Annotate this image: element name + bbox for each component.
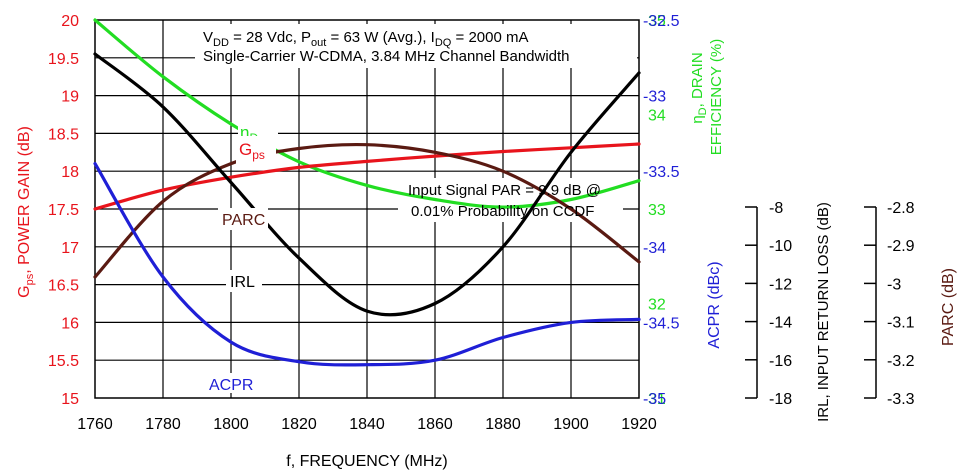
conditions-box bbox=[195, 24, 637, 68]
gps-axis-title: Gps, POWER GAIN (dB) bbox=[16, 126, 36, 298]
gps-axis-tick-labels: 15 15.5 16 16.5 17 17.5 18 18.5 19 19.5 20 bbox=[48, 13, 79, 408]
gps-tick-label: 15 bbox=[61, 391, 79, 408]
parc-tick-label: -2.8 bbox=[887, 200, 915, 217]
parc-axis-title: PARC (dB) bbox=[940, 268, 957, 346]
series-line-eff bbox=[93, 18, 641, 209]
gps-tick-label: 17.5 bbox=[48, 202, 79, 219]
eff-axis-title-line2: EFFICIENCY (%) bbox=[708, 39, 725, 155]
gps-tick-label: 16 bbox=[61, 315, 79, 332]
par-line1: Input Signal PAR = 9.9 dB @ bbox=[408, 182, 601, 199]
x-tick-label: 1820 bbox=[281, 416, 317, 433]
series-line-acpr bbox=[93, 162, 641, 367]
eff-tick-label: 31 bbox=[648, 391, 666, 408]
series-line-irl bbox=[93, 52, 641, 317]
gps-tick-label: 19 bbox=[61, 89, 79, 106]
series-line-parc bbox=[93, 142, 641, 279]
acpr-tick-label: -33 bbox=[643, 89, 666, 106]
gps-tick-label: 16.5 bbox=[48, 278, 79, 295]
eff-tick-label: 33 bbox=[648, 202, 666, 219]
parc-tick-label: -3 bbox=[887, 276, 901, 293]
series-label-gps: Gps bbox=[239, 140, 265, 162]
acpr-tick-label: -33.5 bbox=[643, 164, 680, 181]
x-tick-label: 1800 bbox=[213, 416, 249, 433]
irl-tick-label: -12 bbox=[769, 276, 792, 293]
eff-tick-label: 35 bbox=[648, 13, 666, 30]
x-tick-label: 1900 bbox=[553, 416, 589, 433]
gps-tick-label: 19.5 bbox=[48, 51, 79, 68]
right-axes-tick-labels: 31 32 33 34 35-32.5 -33 -33.5 -34 -34.5 -35 bbox=[643, 13, 680, 408]
x-tick-label: 1920 bbox=[621, 416, 657, 433]
extra-axes: -8 -10 -12 -14 -16 -18 -2.8 -2.9 -3 -3.1 -3.2 -3.3 bbox=[745, 200, 915, 408]
eff-tick-label: 32 bbox=[648, 297, 666, 314]
conditions-line2: Single-Carrier W-CDMA, 3.84 MHz Channel … bbox=[203, 48, 570, 65]
eff-axis-title-line1: ηD, DRAIN bbox=[689, 52, 709, 123]
gps-tick-label: 18.5 bbox=[48, 126, 79, 143]
par-line2: 0.01% Probability on CCDF bbox=[411, 203, 594, 220]
series-lines bbox=[93, 18, 641, 367]
acpr-tick-label: -34.5 bbox=[643, 315, 680, 332]
irl-tick-label: -18 bbox=[769, 391, 792, 408]
acpr-tick-label: -32.5 bbox=[643, 13, 680, 30]
parc-tick-label: -3.2 bbox=[887, 353, 915, 370]
gps-tick-label: 15.5 bbox=[48, 353, 79, 370]
x-axis-title: f, FREQUENCY (MHz) bbox=[286, 453, 447, 470]
acpr-axis-title: ACPR (dBc) bbox=[706, 261, 723, 348]
parc-tick-label: -2.9 bbox=[887, 238, 915, 255]
x-tick-label: 1840 bbox=[349, 416, 385, 433]
acpr-tick-label: -34 bbox=[643, 240, 666, 257]
x-tick-label: 1860 bbox=[417, 416, 453, 433]
irl-tick-label: -14 bbox=[769, 315, 792, 332]
conditions-line1: VDD = 28 Vdc, Pout = 63 W (Avg.), IDQ = … bbox=[203, 29, 529, 49]
irl-tick-label: -10 bbox=[769, 238, 792, 255]
parc-tick-label: -3.3 bbox=[887, 391, 915, 408]
x-tick-label: 1780 bbox=[145, 416, 181, 433]
x-tick-label: 1880 bbox=[485, 416, 521, 433]
series-label-irl: IRL bbox=[230, 274, 255, 291]
grid bbox=[95, 20, 639, 398]
gps-tick-label: 17 bbox=[61, 240, 79, 257]
irl-tick-label: -16 bbox=[769, 353, 792, 370]
irl-tick-label: -8 bbox=[769, 200, 783, 217]
irl-axis-title: IRL, INPUT RETURN LOSS (dB) bbox=[815, 202, 832, 422]
series-label-acpr: ACPR bbox=[209, 377, 253, 394]
x-tick-labels: 1760 1780 1800 1820 1840 1860 1880 1900 1920 bbox=[77, 416, 657, 433]
gps-tick-label: 18 bbox=[61, 164, 79, 181]
eff-tick-label: 34 bbox=[648, 108, 666, 125]
acpr-tick-label: -35 bbox=[643, 391, 666, 408]
x-tick-label: 1760 bbox=[77, 416, 113, 433]
parc-tick-label: -3.1 bbox=[887, 315, 915, 332]
series-label-parc: PARC bbox=[222, 212, 265, 229]
gps-tick-label: 20 bbox=[61, 13, 79, 30]
